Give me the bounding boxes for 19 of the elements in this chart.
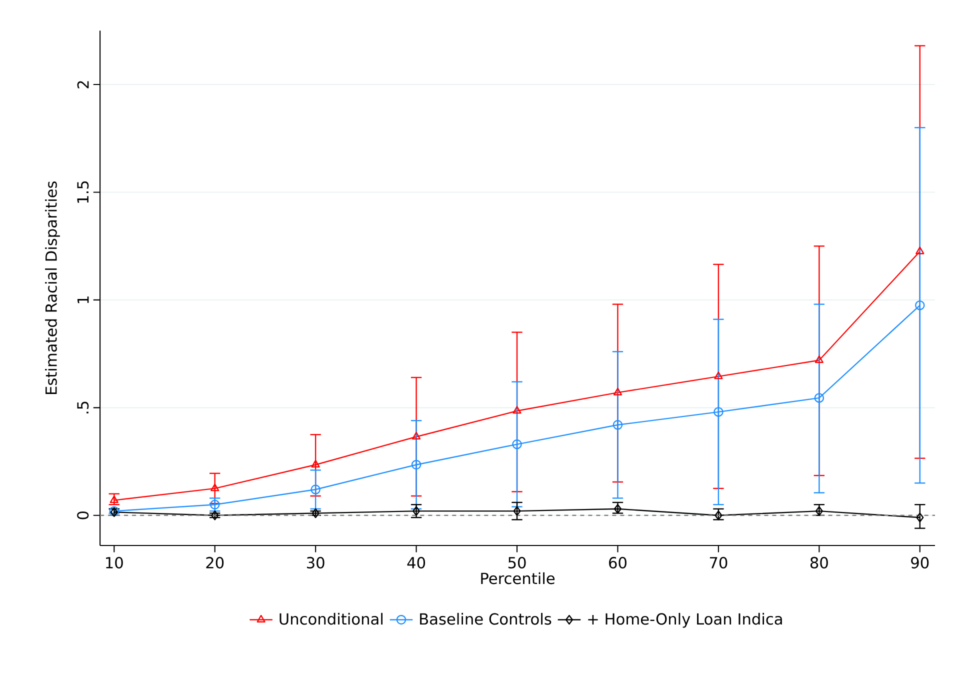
- x-tick-label: 60: [609, 557, 626, 569]
- x-tick-label: 40: [407, 557, 426, 569]
- y-tick-label: .5: [77, 402, 89, 414]
- legend-label: Baseline Controls: [420, 613, 552, 625]
- x-tick-label: 90: [911, 557, 929, 569]
- y-tick-label: 2: [77, 81, 89, 88]
- legend-label: + Home-Only Loan Indica: [588, 613, 782, 628]
- y-tick-label: 1.5: [77, 182, 89, 203]
- x-tick-label: 30: [306, 557, 324, 569]
- y-tick-label: 0: [77, 512, 89, 520]
- x-tick-label: 50: [508, 557, 526, 569]
- y-axis-title: Estimated Racial Disparities: [45, 182, 60, 394]
- x-tick-label: 10: [106, 557, 123, 569]
- x-tick-label: 20: [206, 557, 224, 569]
- x-tick-label: 80: [810, 557, 828, 569]
- y-tick-label: 1: [77, 296, 89, 304]
- legend-label: Unconditional: [280, 613, 383, 625]
- x-tick-label: 70: [710, 557, 728, 569]
- x-axis-title: Percentile: [481, 572, 555, 584]
